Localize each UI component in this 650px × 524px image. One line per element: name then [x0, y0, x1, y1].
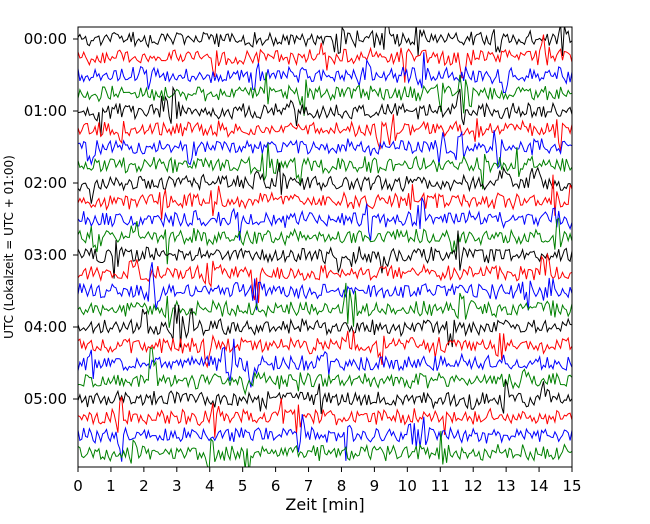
- x-tick-label-11: 11: [431, 477, 450, 495]
- x-tick-label-1: 1: [106, 477, 116, 495]
- trace-line-0: [78, 27, 572, 56]
- trace-line-17: [78, 330, 572, 369]
- trace-line-10: [78, 197, 572, 241]
- trace-line-14: [78, 262, 572, 311]
- trace-line-6: [78, 130, 572, 170]
- trace-line-9: [78, 174, 572, 220]
- x-tick-label-10: 10: [398, 477, 417, 495]
- trace-line-2: [78, 52, 572, 94]
- trace-line-4: [78, 85, 572, 137]
- x-tick-label-13: 13: [497, 477, 516, 495]
- x-tick-label-2: 2: [139, 477, 149, 495]
- trace-line-15: [78, 282, 572, 328]
- trace-line-16: [78, 304, 572, 348]
- x-tick-label-15: 15: [562, 477, 581, 495]
- y-axis: 00:00 01:00 02:00 03:00 04:00 05:00: [24, 30, 78, 408]
- trace-line-21: [78, 396, 572, 438]
- y-tick-label-1: 01:00: [24, 102, 67, 120]
- y-tick-label-5: 05:00: [24, 390, 67, 408]
- trace-line-12: [78, 230, 572, 279]
- y-axis-label: UTC (Lokalzeit = UTC + 01:00): [2, 155, 16, 339]
- trace-line-20: [78, 380, 572, 415]
- x-tick-label-12: 12: [464, 477, 483, 495]
- trace-line-5: [78, 114, 572, 152]
- y-tick-label-4: 04:00: [24, 318, 67, 336]
- trace-line-8: [78, 162, 572, 204]
- trace-group: [78, 27, 572, 467]
- trace-line-1: [78, 34, 572, 83]
- y-tick-label-0: 00:00: [24, 30, 67, 48]
- trace-line-19: [78, 346, 572, 396]
- trace-line-13: [78, 253, 572, 303]
- x-axis-label: Zeit [min]: [285, 495, 364, 514]
- y-tick-label-3: 03:00: [24, 246, 67, 264]
- trace-line-11: [78, 217, 572, 265]
- x-tick-label-7: 7: [304, 477, 314, 495]
- x-tick-label-4: 4: [205, 477, 215, 495]
- x-tick-label-5: 5: [238, 477, 248, 495]
- trace-line-3: [78, 72, 572, 116]
- x-tick-label-6: 6: [271, 477, 281, 495]
- x-tick-label-9: 9: [370, 477, 380, 495]
- x-tick-label-0: 0: [73, 477, 83, 495]
- trace-line-23: [78, 430, 572, 467]
- x-axis: 0 1 2 3 4 5 6 7 8 9 10 11 12 13 14 15: [73, 467, 582, 495]
- x-tick-label-8: 8: [337, 477, 347, 495]
- y-tick-label-2: 02:00: [24, 174, 67, 192]
- x-tick-label-3: 3: [172, 477, 182, 495]
- plot-frame: [77, 26, 573, 468]
- trace-line-18: [78, 338, 572, 388]
- trace-line-7: [78, 143, 572, 190]
- x-tick-label-14: 14: [530, 477, 549, 495]
- trace-line-22: [78, 414, 572, 462]
